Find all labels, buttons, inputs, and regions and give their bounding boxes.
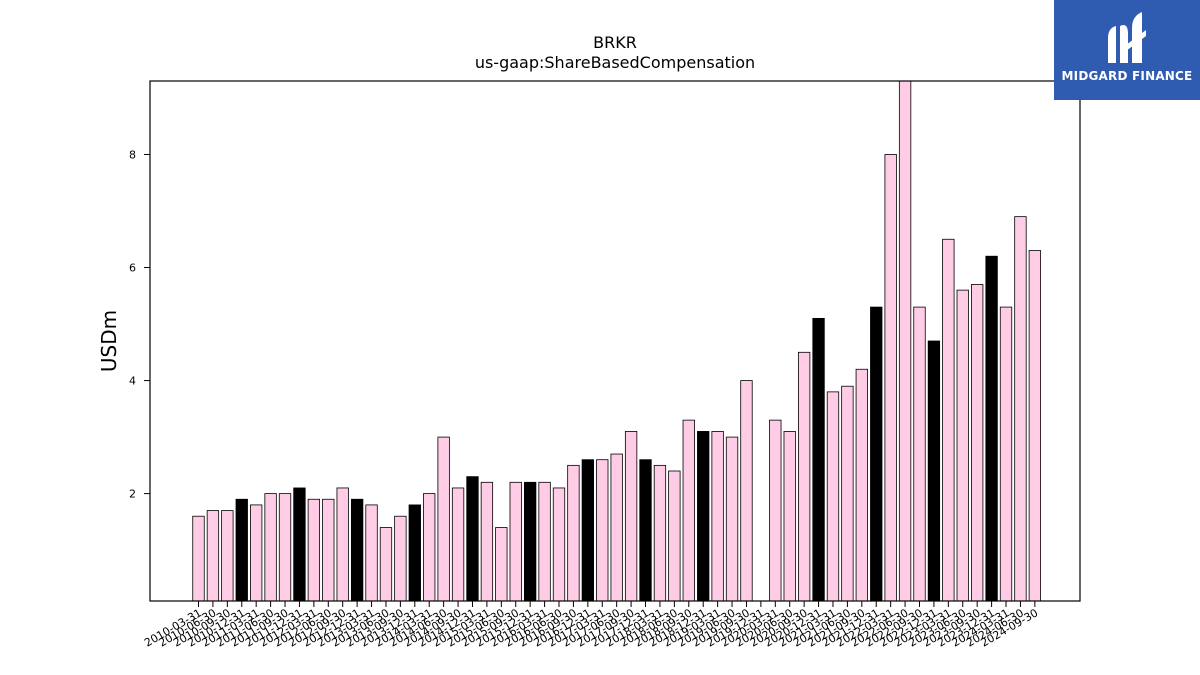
bar-2014-03-31 bbox=[423, 493, 436, 602]
bar-2011-09-30 bbox=[278, 493, 292, 602]
bar-2024-09-30 bbox=[1028, 250, 1042, 602]
bar-2024-06-30 bbox=[1014, 216, 1027, 602]
bar-2020-09-30 bbox=[797, 351, 811, 602]
bar-2015-12-31 bbox=[524, 481, 537, 602]
bar-2012-06-30 bbox=[322, 498, 335, 602]
bar-2020-12-31 bbox=[812, 317, 825, 602]
bar-2013-12-31 bbox=[408, 504, 421, 602]
bar-2022-09-30 bbox=[913, 306, 926, 602]
chart-title: BRKR bbox=[593, 33, 637, 52]
bar-2017-06-30 bbox=[610, 453, 623, 602]
y-axis: 2 4 6 8 bbox=[129, 148, 150, 501]
chart-subtitle: us-gaap:ShareBasedCompensation bbox=[475, 53, 755, 72]
bar-2019-09-30 bbox=[740, 380, 753, 602]
bar-2011-06-30 bbox=[264, 493, 277, 602]
bar-2022-12-31 bbox=[927, 340, 941, 602]
bar-2021-06-30 bbox=[841, 385, 854, 602]
bar-2017-12-31 bbox=[639, 459, 652, 602]
bar-2017-09-30 bbox=[624, 431, 638, 602]
bar-2013-06-30 bbox=[379, 527, 393, 602]
bar-2012-03-31 bbox=[307, 498, 321, 602]
bar-2014-09-30 bbox=[451, 487, 465, 602]
bar-2012-12-31 bbox=[350, 498, 364, 602]
bar-2012-09-30 bbox=[336, 487, 349, 602]
bar-2018-12-31 bbox=[697, 431, 710, 602]
bar-2010-03-31 bbox=[192, 515, 205, 602]
bar-2010-09-30 bbox=[221, 510, 234, 602]
bar-2018-06-30 bbox=[668, 470, 681, 602]
y-tick-label: 2 bbox=[129, 488, 136, 501]
bar-2021-03-31 bbox=[826, 391, 840, 602]
bar-2018-03-31 bbox=[653, 464, 667, 602]
bar-2016-09-30 bbox=[567, 464, 580, 602]
bar-2020-06-30 bbox=[783, 431, 796, 602]
midgard-logo-icon bbox=[1108, 12, 1146, 63]
bar-2017-03-31 bbox=[596, 459, 609, 602]
bar-2021-12-31 bbox=[870, 306, 883, 602]
bar-2023-03-31 bbox=[942, 238, 955, 602]
bars-group bbox=[192, 80, 1042, 602]
plot-frame bbox=[149, 80, 1081, 602]
bar-2016-12-31 bbox=[581, 459, 594, 602]
bar-2014-06-30 bbox=[437, 436, 450, 602]
bar-2021-09-30 bbox=[855, 368, 868, 602]
bar-2024-03-31 bbox=[999, 306, 1013, 602]
bar-2022-06-30 bbox=[898, 80, 912, 602]
bar-2016-03-31 bbox=[538, 481, 551, 602]
bar-2019-03-31 bbox=[711, 431, 724, 602]
midgard-finance-logo: MIDGARD FINANCE bbox=[1054, 0, 1200, 100]
bar-2023-09-30 bbox=[971, 284, 984, 602]
logo-wordmark: MIDGARD FINANCE bbox=[1061, 69, 1193, 83]
bar-2010-12-31 bbox=[235, 498, 248, 602]
bar-2019-06-30 bbox=[725, 436, 739, 602]
bar-2013-03-31 bbox=[365, 504, 378, 602]
bar-2013-09-30 bbox=[394, 515, 407, 602]
bar-2014-12-31 bbox=[466, 476, 479, 602]
bar-2023-12-31 bbox=[985, 255, 998, 602]
y-tick-label: 6 bbox=[129, 262, 136, 275]
bar-2022-03-31 bbox=[884, 154, 897, 602]
bar-2015-03-31 bbox=[480, 481, 494, 602]
bar-2015-06-30 bbox=[495, 527, 508, 602]
bar-2016-06-30 bbox=[552, 487, 566, 602]
bar-2011-03-31 bbox=[250, 504, 263, 602]
bar-2010-06-30 bbox=[206, 510, 220, 602]
bar-2020-03-31 bbox=[769, 419, 782, 602]
x-axis: 2010-03-312010-06-302010-09-302010-12-31… bbox=[142, 601, 1040, 650]
y-tick-label: 8 bbox=[129, 148, 136, 161]
bar-2018-09-30 bbox=[682, 419, 695, 602]
bar-2015-09-30 bbox=[509, 481, 522, 602]
bar-2023-06-30 bbox=[956, 289, 969, 602]
y-axis-label: USDm bbox=[97, 310, 121, 372]
bar-2011-12-31 bbox=[293, 487, 306, 602]
y-tick-label: 4 bbox=[129, 375, 136, 388]
